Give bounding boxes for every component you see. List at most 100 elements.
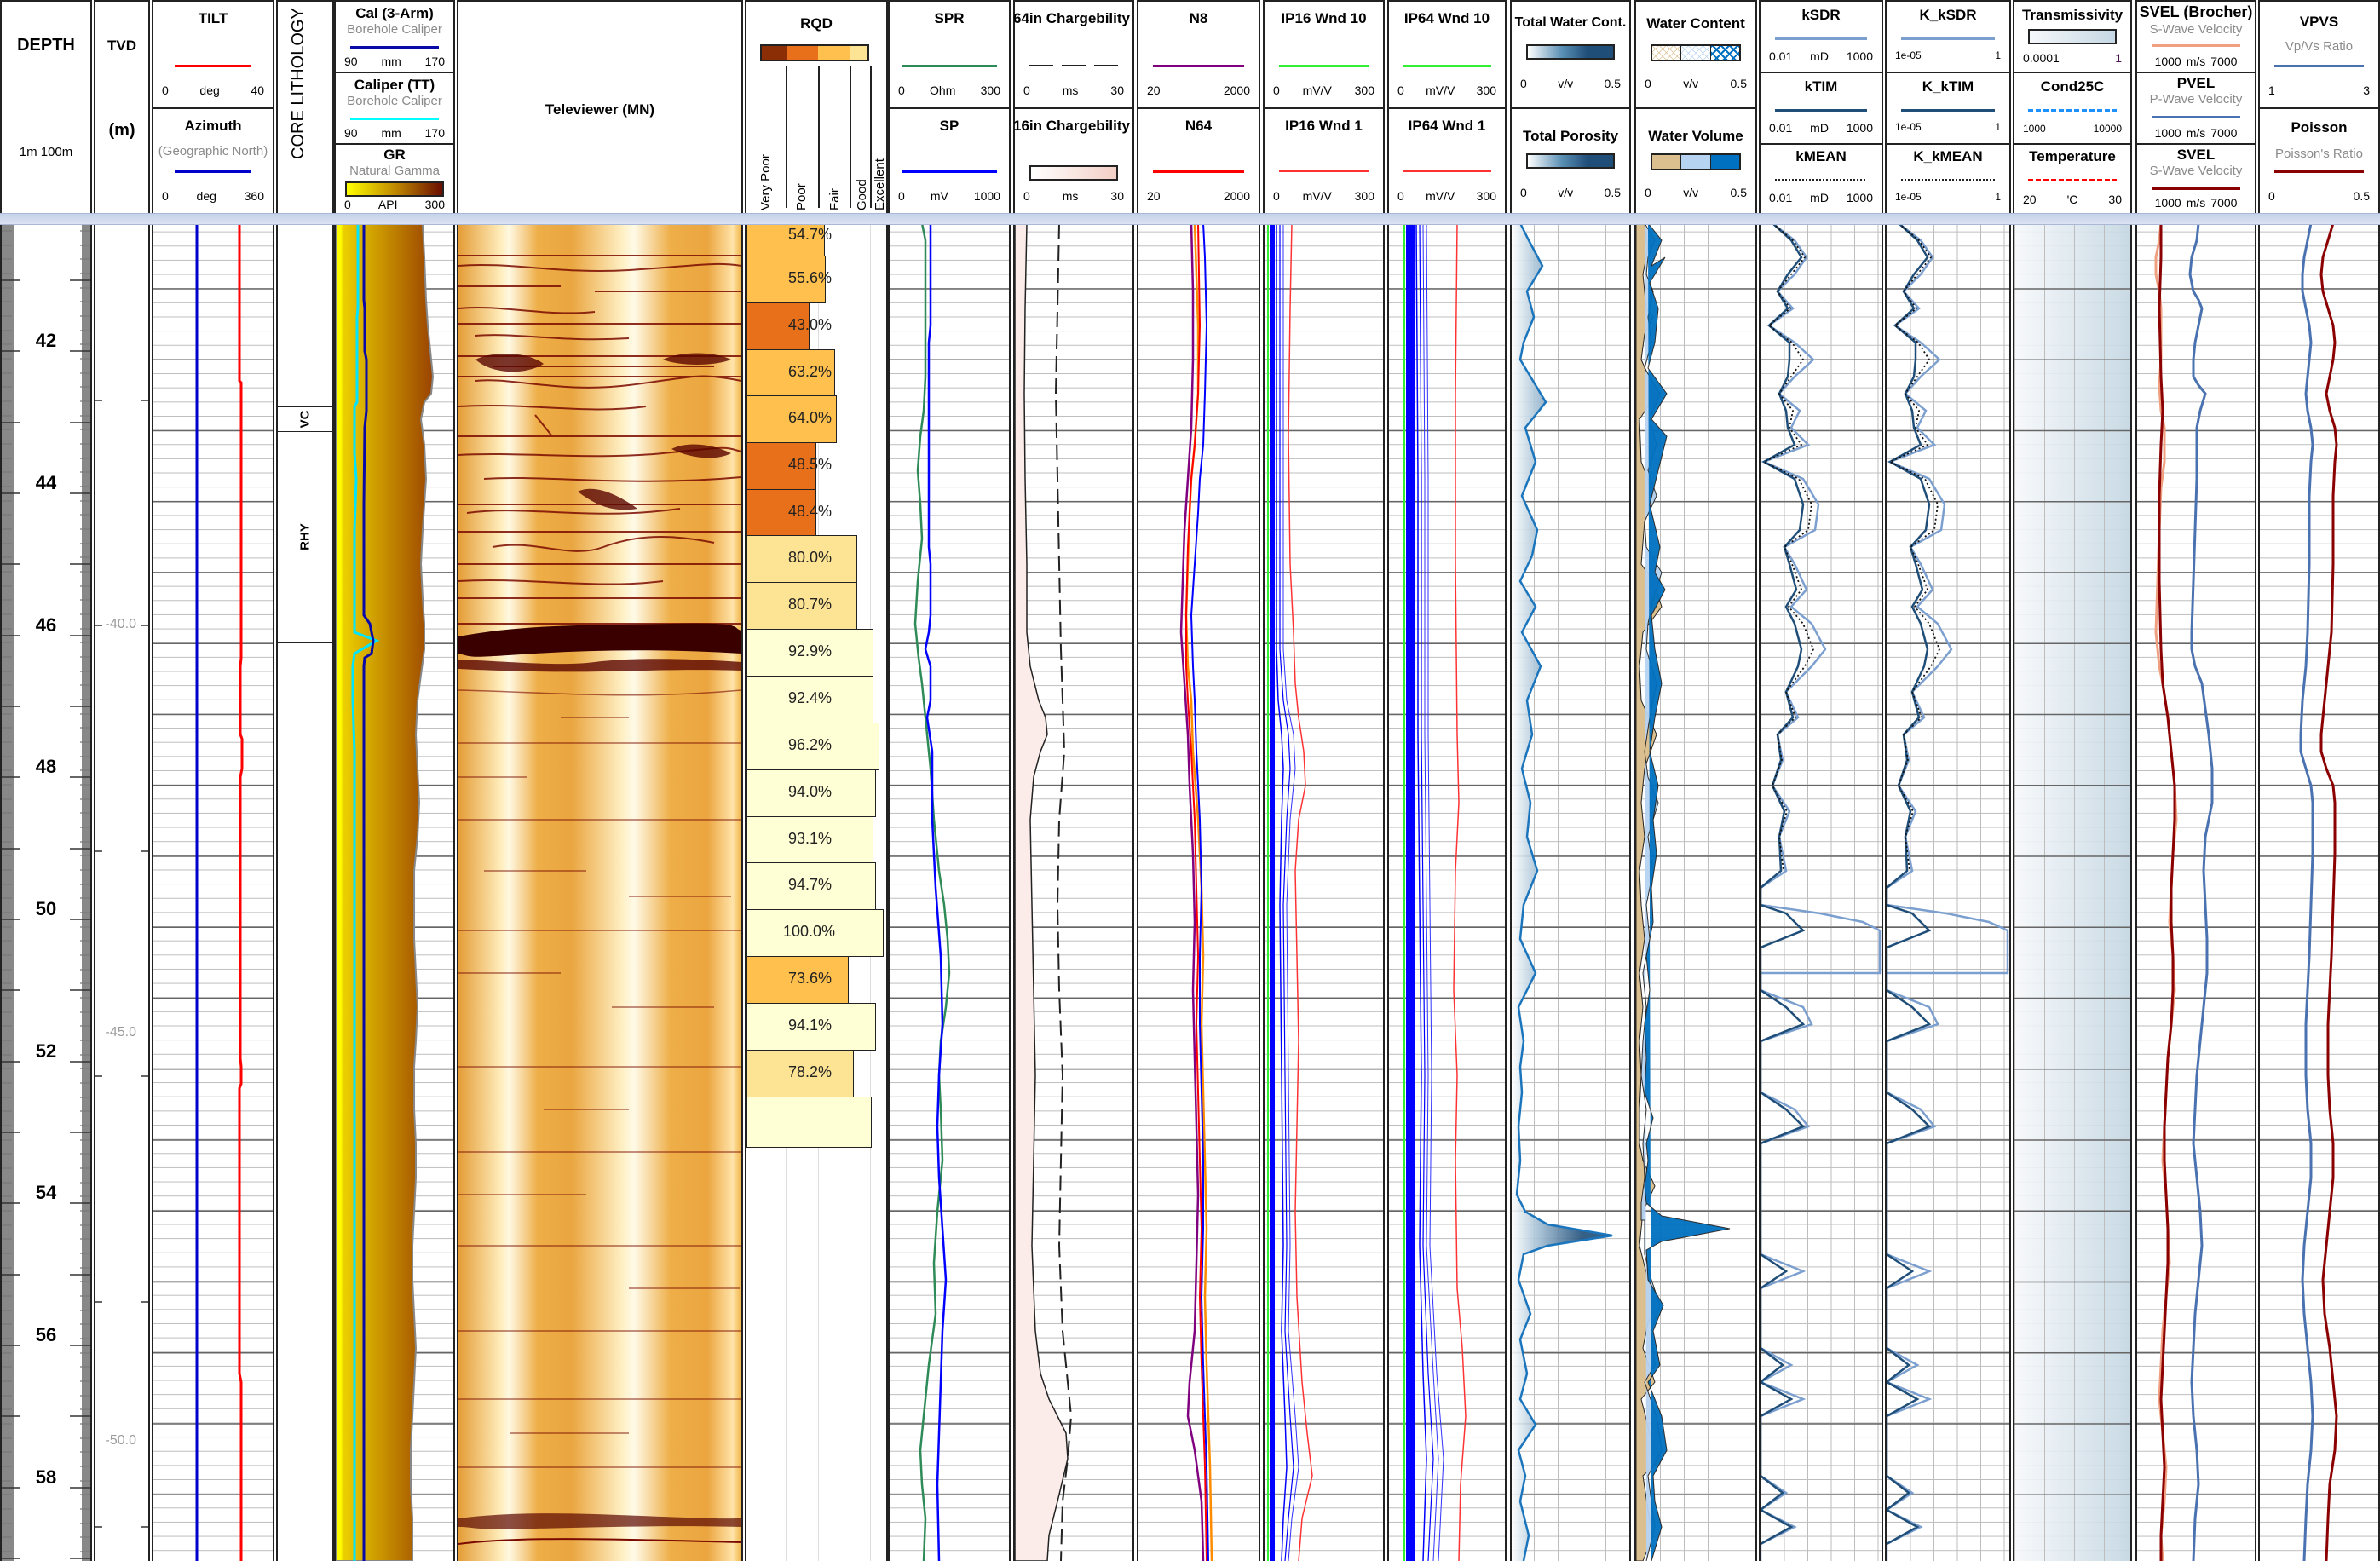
rqd-value: 94.7%: [788, 876, 833, 893]
caliper-gr-traces: [336, 223, 435, 1561]
rqd-interval[interactable]: 78.2%: [746, 1050, 854, 1097]
televiewer-header: Televiewer (MN): [457, 0, 743, 213]
rqd-value: 96.2%: [788, 736, 833, 753]
svelb-unit: m/s: [2186, 55, 2206, 68]
azimuth-title: Azimuth: [184, 118, 242, 134]
rqd-interval[interactable]: 80.7%: [746, 582, 857, 630]
trans-legend: Transmissivity 0.0001 1: [2014, 2, 2130, 73]
rqd-interval[interactable]: 48.4%: [746, 489, 832, 536]
svelb-subtitle: S-Wave Velocity: [2149, 22, 2243, 37]
chargeability-traces: [1015, 223, 1073, 1561]
depth-header: DEPTH 1m 100m: [0, 0, 92, 213]
depth-label-44: 44: [35, 472, 57, 493]
track-caliper-gr: Cal (3-Arm) Borehole Caliper 90 mm 170 Cal…: [334, 0, 455, 1561]
rqd-interval[interactable]: 55.6%: [746, 256, 832, 303]
header-divider[interactable]: [0, 213, 2380, 225]
rqd-value: 100.0%: [783, 923, 836, 940]
rqd-interval[interactable]: 54.7%: [746, 223, 832, 256]
rqd-interval[interactable]: 96.2%: [746, 723, 879, 770]
track-rqd: RQD Very Poor Poor Fair Good Excellent 5…: [745, 0, 888, 1561]
tvd-label-40: -40.0: [105, 617, 136, 631]
azimuth-legend: Azimuth (Geographic North) 0 deg 360: [153, 109, 273, 215]
ip64-w10-legend: IP64 Wnd 10 0 mV/V 300: [1389, 2, 1505, 109]
wv-scale: 0 v/v 0.5: [1645, 186, 1747, 199]
rqd-interval[interactable]: 92.4%: [746, 676, 873, 723]
n8-line-swatch: [1152, 65, 1245, 67]
kkmean-legend: K_kMEAN 1e-05 1: [1887, 145, 2009, 215]
wv-legend: Water Volume 0 v/v 0.5: [1636, 109, 1755, 215]
ip16-w10-unit: mV/V: [1302, 84, 1332, 97]
depth-ticks: [2, 230, 90, 1559]
kmean-dot-swatch: [1775, 179, 1867, 181]
rqd-title: RQD: [800, 15, 833, 32]
ktim-max: 1000: [1846, 121, 1873, 135]
ip64-header: IP64 Wnd 10 0 mV/V 300 IP64 Wnd 1 0 mV/V 300: [1387, 0, 1507, 213]
ip16-w1-line-swatch: [1278, 170, 1369, 172]
tilt-max: 40: [251, 84, 264, 97]
ip64-w10-title: IP64 Wnd 10: [1403, 10, 1490, 26]
lithology-header: CORE LITHOLOGY: [276, 0, 334, 213]
sp-line-swatch: [902, 170, 997, 173]
ip16-w1-min: 0: [1273, 189, 1280, 203]
rqd-interval[interactable]: 93.1%: [746, 816, 873, 863]
grid-major: [2260, 223, 2378, 1561]
wc-title: Water Content: [1646, 15, 1745, 32]
temp-dash-swatch: [2028, 179, 2117, 181]
ip64-w10-scale: 0 mV/V 300: [1397, 84, 1496, 97]
rqd-interval[interactable]: 94.1%: [746, 1003, 876, 1051]
ip16-w1-scale: 0 mV/V 300: [1273, 189, 1374, 203]
rqd-interval[interactable]: 48.5%: [746, 442, 832, 490]
calipertt-min: 90: [344, 126, 358, 140]
trans-title: Transmissivity: [2021, 7, 2124, 23]
rqd-interval[interactable]: [746, 1097, 872, 1148]
n64-min: 20: [1147, 189, 1161, 203]
n64-line-swatch: [1152, 170, 1245, 173]
wv-max: 0.5: [1730, 186, 1747, 199]
chargeability-body: [1013, 223, 1134, 1561]
azimuth-max: 360: [244, 189, 264, 203]
calipertt-title: Caliper (TT): [354, 77, 435, 93]
vpvs-max: 3: [2363, 84, 2370, 97]
lithology-unit-vc: VC: [278, 406, 332, 432]
poisson-subtitle: Poisson's Ratio: [2275, 147, 2363, 161]
ksdr-min: 0.01: [1769, 49, 1793, 63]
vpvs-min: 1: [2268, 84, 2275, 97]
track-tvd: TVD (m) -40.0 -45.0 -50.0: [94, 0, 150, 1561]
rqd-interval[interactable]: 94.7%: [746, 862, 876, 910]
sp-legend: SP 0 mV 1000: [890, 109, 1009, 215]
azimuth-subtitle: (Geographic North): [158, 144, 268, 158]
track-n8-n64: N8 20 2000 N64 20 2000: [1137, 0, 1260, 1561]
rqd-interval[interactable]: 94.0%: [746, 769, 876, 817]
rqd-interval[interactable]: 100.0%: [746, 909, 884, 957]
rqd-interval[interactable]: 92.9%: [746, 629, 873, 677]
wc-swatch-clay: [1651, 46, 1681, 60]
ktim-scale: 0.01 mD 1000: [1769, 121, 1873, 135]
rqd-value: 63.2%: [788, 363, 833, 380]
kktim-line-swatch: [1901, 109, 1995, 112]
rqd-interval[interactable]: 43.0%: [746, 302, 832, 350]
ksdr-legend: kSDR 0.01 mD 1000: [1761, 2, 1882, 73]
wc-min: 0: [1645, 77, 1651, 90]
spr-header: SPR 0 Ohm 300 SP 0 mV 1000: [888, 0, 1011, 213]
vpvs-body: [2258, 223, 2380, 1561]
chargeability-header: 64in Chargebility 0 ms 30 16in Chargebilit…: [1013, 0, 1134, 213]
rqd-interval[interactable]: 80.0%: [746, 535, 857, 583]
depth-label-46: 46: [35, 614, 57, 636]
n8-scale: 20 2000: [1147, 84, 1250, 97]
tilt-title: TILT: [198, 10, 228, 26]
rqd-value: 64.0%: [788, 409, 833, 426]
c16-colorbar: [1029, 165, 1119, 181]
pvel-title: PVEL: [2176, 75, 2216, 91]
rqd-interval[interactable]: 64.0%: [746, 395, 837, 443]
kk-body: [1885, 223, 2011, 1561]
track-ip64: IP64 Wnd 10 0 mV/V 300 IP64 Wnd 1 0 mV/V 300: [1387, 0, 1507, 1561]
ip16-w10-line-swatch: [1278, 65, 1369, 67]
televiewer-image[interactable]: [457, 223, 743, 1561]
track-velocity: SVEL (Brocher) S-Wave Velocity 1000 m/s 70…: [2135, 0, 2256, 1561]
rqd-interval[interactable]: 73.6%: [746, 956, 849, 1004]
temp-legend: Temperature 20 'C 30: [2014, 145, 2130, 215]
twc-max: 0.5: [1604, 77, 1621, 90]
n-body: [1137, 223, 1260, 1561]
rqd-interval[interactable]: 63.2%: [746, 349, 835, 396]
